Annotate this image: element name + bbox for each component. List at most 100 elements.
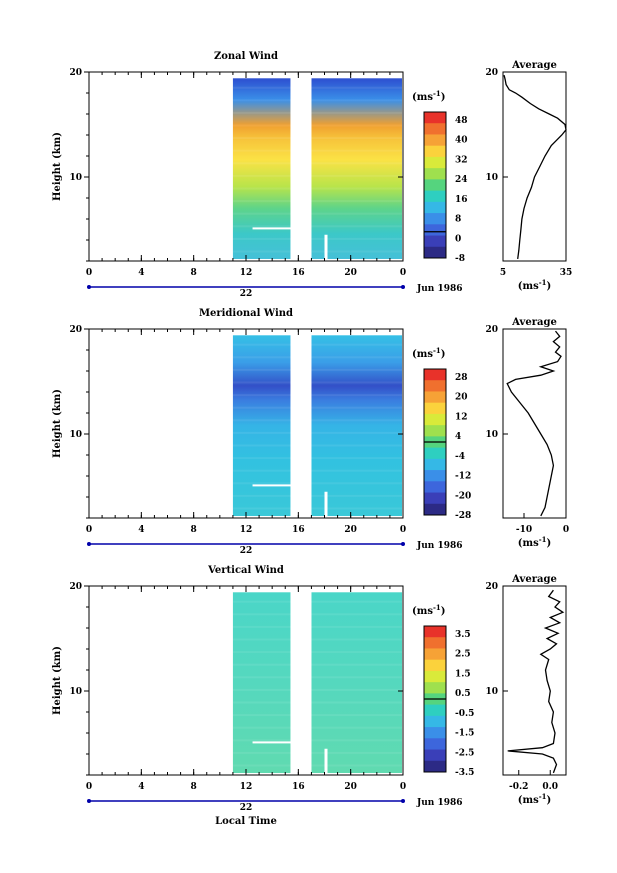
colorbar-label: 1.5 — [455, 669, 471, 679]
data-gap — [290, 76, 312, 261]
data-gap — [252, 484, 293, 487]
colorbar-swatch — [424, 481, 446, 494]
colorbar-swatch — [424, 715, 446, 728]
colorbar-label: 24 — [455, 175, 468, 185]
colorbar-swatch — [424, 235, 446, 248]
colorbar-label: 4 — [455, 432, 461, 442]
colorbar-swatch — [424, 179, 446, 192]
x-tick-label: 0 — [86, 782, 92, 792]
avg-unit-text: (ms — [518, 538, 539, 549]
colorbar-swatch — [424, 727, 446, 739]
avg-y-tick-label: 20 — [485, 582, 498, 592]
colorbar-swatch — [424, 156, 446, 169]
heatmap-band — [232, 381, 402, 384]
colorbar-swatch — [424, 413, 446, 426]
unit-close: ) — [441, 92, 446, 103]
colorbar-swatch — [424, 425, 446, 437]
colorbar-swatch — [424, 391, 446, 404]
heatmap-band — [232, 701, 402, 704]
panel-title: Vertical Wind — [207, 565, 284, 576]
colorbar-swatch — [424, 682, 446, 694]
colorbar-label: 20 — [455, 393, 468, 403]
heatmap-band — [232, 394, 402, 397]
colorbar-swatch — [424, 670, 446, 683]
heatmap-band — [232, 676, 402, 679]
heatmap-band — [232, 225, 402, 228]
avg-y-tick-label: 10 — [485, 173, 498, 183]
heatmap-band — [232, 739, 402, 742]
avg-y-tick-label: 20 — [485, 325, 498, 335]
colorbar-swatch — [424, 704, 446, 717]
heatmap-band — [232, 507, 402, 510]
x-tick-label: 0 — [400, 268, 406, 278]
x-axis-label: Local Time — [215, 816, 277, 827]
heatmap-band — [232, 212, 402, 215]
average-frame — [502, 585, 567, 776]
heatmap-band — [232, 149, 402, 152]
avg-unit-close: ) — [547, 281, 552, 292]
heatmap-band — [232, 86, 402, 89]
x-tick-label: 0 — [400, 782, 406, 792]
avg-unit-exponent: -1 — [539, 535, 547, 544]
avg-x-tick-label: -0.2 — [509, 782, 528, 792]
colorbar-swatch — [424, 224, 446, 237]
colorbar-label: 40 — [455, 136, 468, 146]
average-title: Average — [511, 60, 557, 71]
x-tick-label: 8 — [191, 525, 197, 535]
colorbar-label: -0.5 — [455, 709, 474, 719]
x-tick-label: 12 — [240, 268, 253, 278]
y-tick-label: 10 — [69, 173, 82, 183]
data-gap — [290, 590, 312, 775]
colorbar-swatch — [424, 648, 446, 661]
avg-unit-exponent: -1 — [539, 792, 547, 801]
colorbar-swatch — [424, 637, 446, 649]
unit-label: (ms-1) — [412, 603, 445, 617]
average-title: Average — [511, 574, 557, 585]
x-tick-label: 0 — [86, 525, 92, 535]
heatmap-band — [232, 237, 402, 240]
colorbar-label: -8 — [455, 254, 465, 264]
colorbar-label: 3.5 — [455, 630, 471, 640]
colorbar-swatch — [424, 168, 446, 180]
colorbar-label: -2.5 — [455, 748, 474, 758]
average-profile-line — [506, 330, 562, 517]
x-tick-label: 12 — [240, 782, 253, 792]
colorbar-swatch — [424, 760, 446, 773]
colorbar-swatch — [424, 503, 446, 516]
unit-text: (ms — [412, 606, 433, 617]
heatmap-band — [232, 137, 402, 140]
heatmap-band — [232, 124, 402, 127]
unit-exponent: -1 — [433, 603, 441, 612]
y-tick-label: 20 — [69, 68, 82, 78]
y-axis-label: Height (km) — [52, 389, 63, 458]
colorbar-label: 16 — [455, 195, 468, 205]
colorbar-swatch — [424, 145, 446, 158]
heatmap-band — [232, 406, 402, 409]
day-axis-end — [401, 285, 405, 289]
colorbar-swatch — [424, 749, 446, 762]
heatmap-block-a — [232, 592, 291, 773]
day-axis-end — [401, 542, 405, 546]
x-tick-label: 4 — [138, 525, 144, 535]
unit-close: ) — [441, 349, 446, 360]
avg-unit-close: ) — [547, 538, 552, 549]
y-tick-label: 10 — [69, 687, 82, 697]
heatmap-band — [232, 419, 402, 422]
x-tick-label: 12 — [240, 525, 253, 535]
colorbar-swatch — [424, 213, 446, 225]
colorbar-label: -20 — [455, 491, 471, 501]
x-tick-label: 0 — [86, 268, 92, 278]
colorbar-swatch — [424, 402, 446, 415]
data-gap — [324, 234, 328, 259]
heatmap-band — [232, 469, 402, 472]
avg-unit-label: (ms-1) — [518, 278, 551, 292]
colorbar-frame — [423, 111, 447, 259]
heatmap-band — [232, 174, 402, 177]
avg-unit-label: (ms-1) — [518, 535, 551, 549]
colorbar-label: 0.5 — [455, 689, 471, 699]
day-label: 22 — [240, 546, 253, 556]
avg-x-tick-label: 0.0 — [542, 782, 558, 792]
colorbar-label: 8 — [455, 215, 461, 225]
heatmap-block-b — [311, 78, 402, 259]
